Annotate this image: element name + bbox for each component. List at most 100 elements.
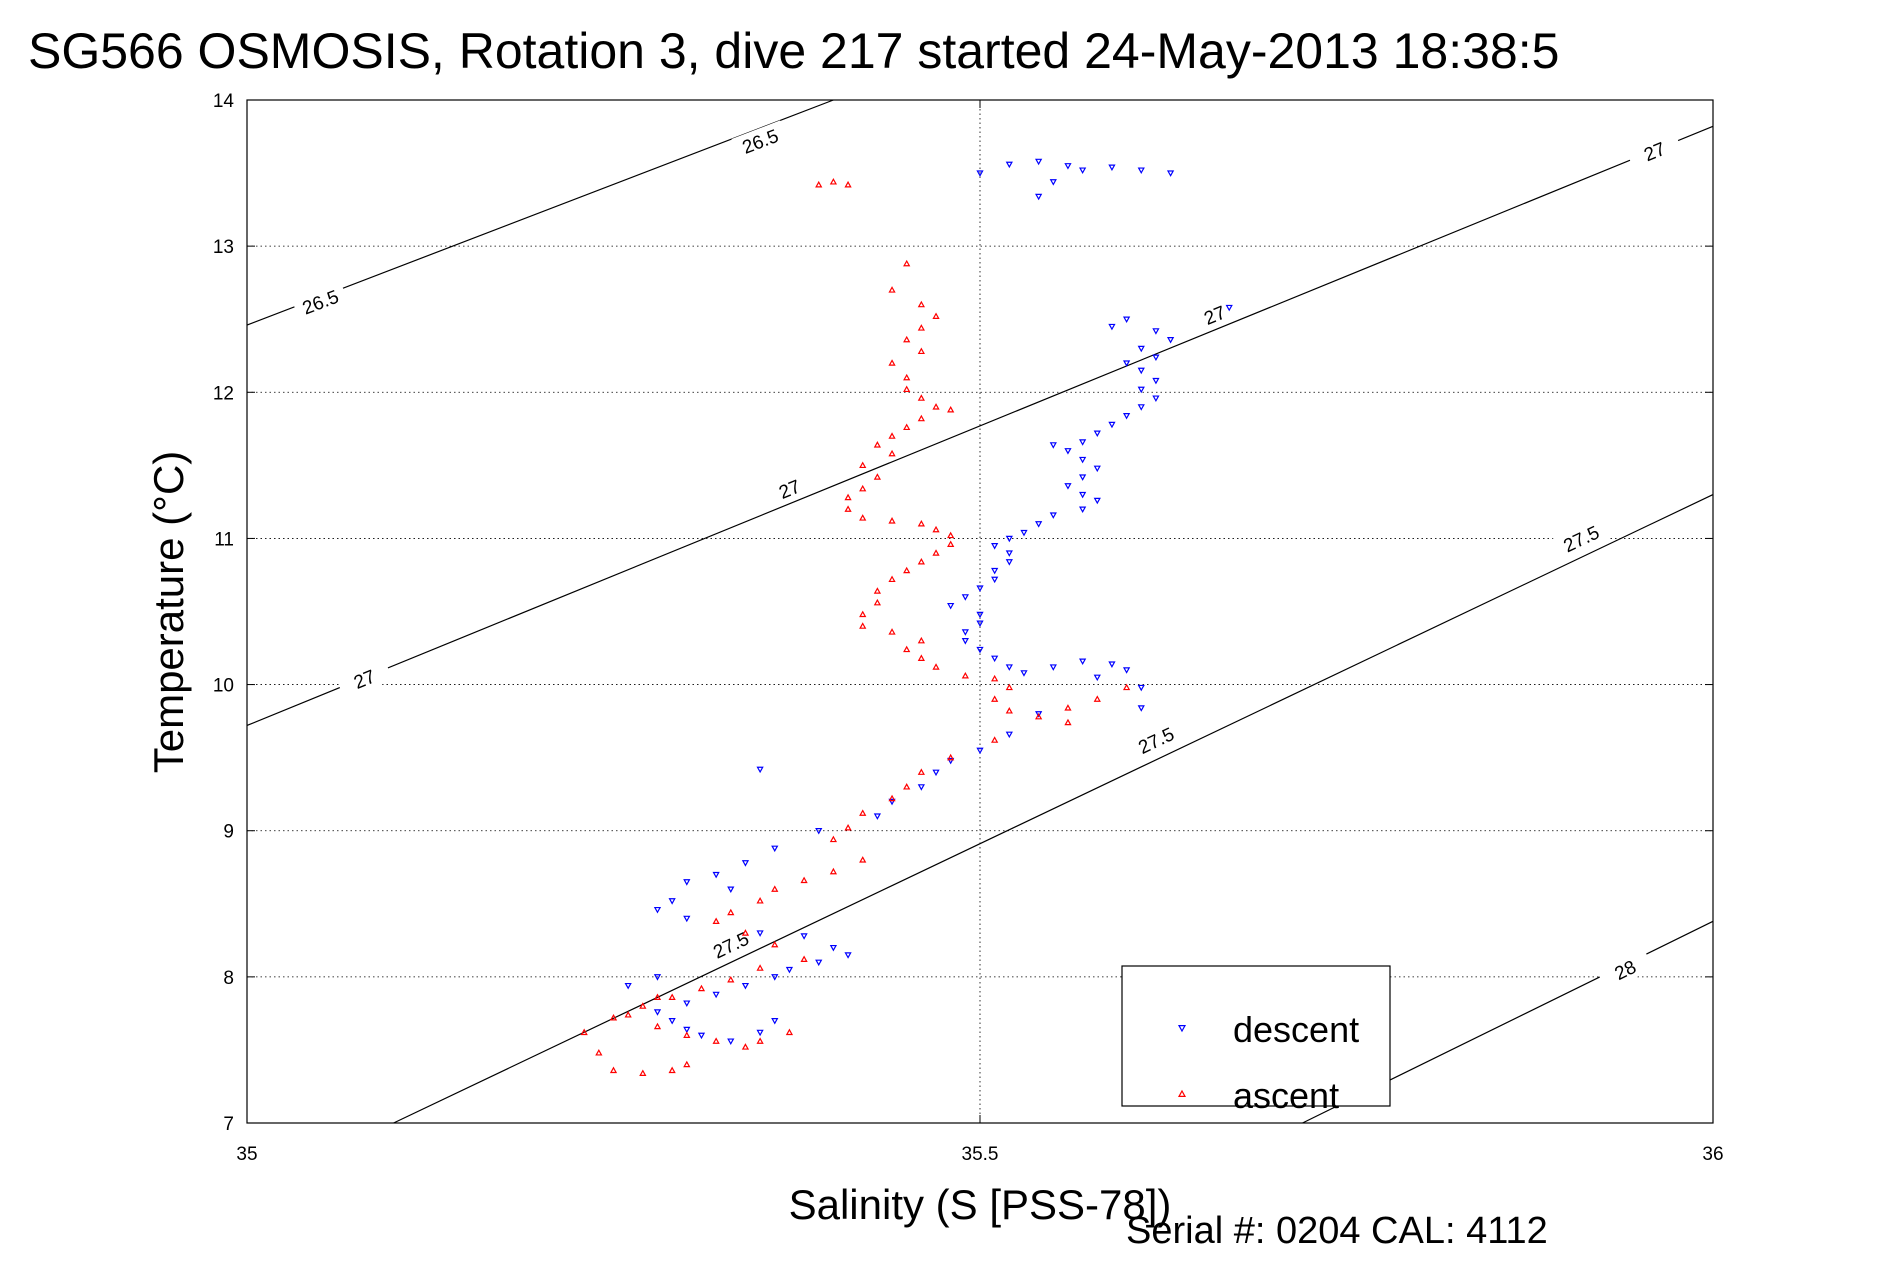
descent-point	[1079, 456, 1087, 464]
descent-point	[712, 871, 720, 879]
ascent-point	[903, 385, 911, 393]
x-tick-label: 35	[236, 1144, 257, 1165]
ascent-point	[917, 654, 925, 661]
descent-point	[1005, 731, 1013, 739]
ascent-point	[947, 540, 955, 547]
descent-point	[1005, 664, 1013, 671]
descent-point	[741, 982, 750, 990]
descent-point	[653, 1009, 662, 1016]
ascent-point	[888, 432, 896, 439]
ascent-point	[756, 964, 764, 971]
serial-footer: Serial #: 0204 CAL: 4112	[1126, 1210, 1548, 1252]
descent-point	[829, 944, 838, 952]
ascent-point	[756, 897, 764, 904]
descent-point	[815, 828, 823, 835]
descent-point	[991, 567, 999, 575]
ascent-point	[903, 259, 911, 267]
descent-point	[653, 906, 662, 914]
y-tick-label: 9	[223, 822, 234, 843]
descent-point	[1093, 674, 1101, 682]
ascent-point	[917, 768, 925, 775]
ascent-point	[1035, 712, 1043, 720]
series-ascent	[580, 178, 1131, 1076]
descent-point	[1108, 323, 1116, 331]
ascent-point	[829, 178, 838, 185]
ascent-point	[947, 405, 955, 413]
ascent-point	[771, 885, 779, 892]
descent-point	[976, 170, 984, 177]
descent-point	[1152, 395, 1160, 402]
ascent-point	[1064, 704, 1072, 711]
descent-point	[1064, 448, 1072, 455]
descent-point	[756, 1029, 764, 1037]
ascent-point	[917, 394, 925, 401]
descent-point	[1137, 684, 1145, 692]
legend-marker-ascent	[1177, 1089, 1187, 1097]
ascent-point	[580, 1028, 588, 1036]
contour-label-backdrop	[702, 922, 760, 967]
descent-point	[976, 747, 984, 755]
descent-point	[683, 879, 691, 886]
ascent-point	[829, 867, 838, 875]
descent-point	[1093, 465, 1101, 473]
ascent-point	[727, 975, 735, 983]
descent-point	[991, 576, 999, 584]
ascent-point	[712, 1037, 720, 1044]
descent-point	[785, 966, 794, 974]
descent-point	[961, 638, 969, 645]
contour-label-backdrop	[1552, 516, 1610, 561]
descent-point	[844, 952, 852, 959]
y-tick-label: 10	[213, 676, 234, 697]
descent-point	[1137, 386, 1145, 394]
ascent-point	[888, 628, 896, 635]
descent-point	[976, 585, 984, 592]
ascent-point	[844, 505, 852, 512]
data-series	[580, 158, 1233, 1076]
descent-point	[683, 1000, 691, 1007]
ascent-point	[991, 674, 999, 682]
ascent-point	[595, 1049, 603, 1056]
legend-label-ascent: ascent	[1233, 1075, 1339, 1116]
grid-layer	[247, 100, 1713, 1123]
ascent-point	[859, 610, 867, 618]
contour-line-27	[246, 125, 1714, 727]
descent-point	[976, 646, 984, 654]
descent-point	[1079, 506, 1087, 514]
descent-point	[1079, 167, 1087, 174]
contour-label-backdrop	[760, 467, 819, 510]
ascent-point	[903, 783, 911, 790]
descent-point	[1225, 304, 1233, 312]
ascent-point	[1005, 683, 1013, 691]
ascent-point	[771, 940, 779, 948]
descent-point	[1064, 163, 1072, 170]
contour-label-backdrop	[731, 120, 789, 162]
ascent-point	[800, 955, 808, 962]
chart-title: SG566 OSMOSIS, Rotation 3, dive 217 star…	[28, 23, 1559, 79]
descent-point	[917, 784, 925, 791]
descent-point	[1122, 360, 1131, 367]
descent-point	[1079, 439, 1087, 446]
ascent-point	[903, 423, 911, 431]
ascent-point	[888, 359, 896, 366]
ascent-point	[873, 441, 881, 448]
ascent-point	[1093, 695, 1101, 702]
ascent-point	[683, 1031, 691, 1038]
descent-point	[668, 1018, 676, 1025]
descent-point	[1137, 404, 1145, 411]
ascent-point	[859, 809, 867, 816]
descent-point	[873, 813, 881, 820]
ascent-point	[932, 663, 940, 670]
ascent-point	[873, 473, 881, 480]
descent-point	[976, 620, 984, 628]
ascent-point	[932, 525, 940, 533]
contour-line-27.5	[393, 494, 1714, 1124]
ascent-point	[947, 753, 955, 761]
contour-label-backdrop	[335, 657, 393, 700]
descent-point	[1166, 170, 1175, 177]
ascent-point	[873, 587, 881, 594]
ascent-point	[932, 549, 940, 556]
ascent-point	[888, 286, 896, 293]
ascent-point	[873, 598, 881, 606]
contour-label-backdrop	[1185, 293, 1244, 336]
